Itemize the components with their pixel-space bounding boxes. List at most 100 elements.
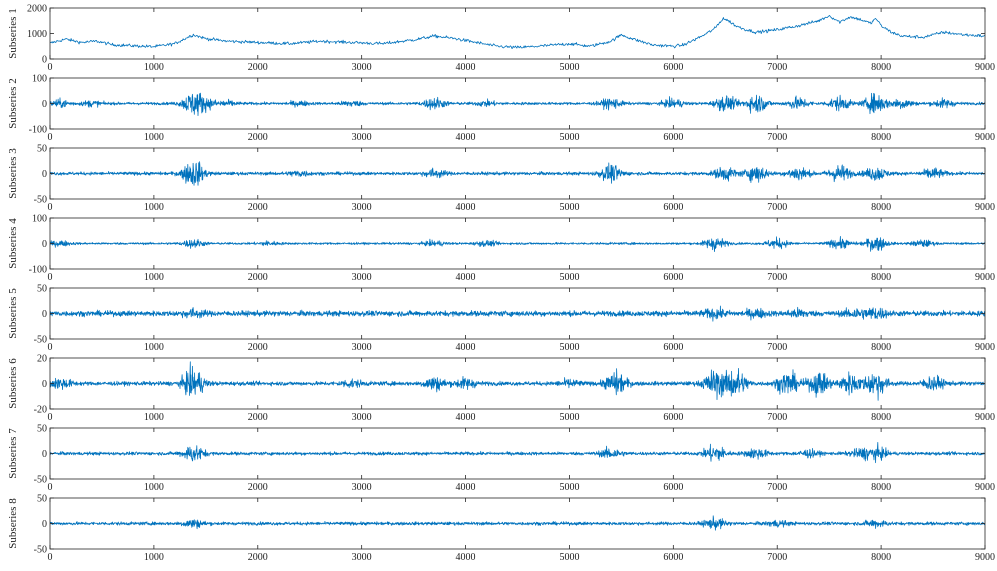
x-tick-label: 9000 xyxy=(975,552,995,563)
y-tick-label: 50 xyxy=(37,424,47,435)
x-tick-label: 0 xyxy=(48,62,53,73)
x-tick-label: 1000 xyxy=(144,342,164,353)
x-tick-label: 1000 xyxy=(144,482,164,493)
x-tick-label: 9000 xyxy=(975,412,995,423)
x-tick-label: 2000 xyxy=(248,132,268,143)
x-tick-label: 9000 xyxy=(975,132,995,143)
y-tick-label: -50 xyxy=(34,475,47,486)
x-tick-label: 0 xyxy=(48,412,53,423)
y-tick-label: -50 xyxy=(34,335,47,346)
y-tick-label: 0 xyxy=(42,519,47,530)
x-tick-label: 9000 xyxy=(975,272,995,283)
y-tick-label: 20 xyxy=(37,354,47,365)
x-tick-label: 2000 xyxy=(248,412,268,423)
subplot-5: 0 1000 2000 3000 4000 5000 6000 7000 8000 9000 -50… xyxy=(7,284,995,354)
y-tick-label: 1000 xyxy=(27,29,47,40)
x-tick-label: 7000 xyxy=(767,412,787,423)
y-tick-label: 2000 xyxy=(27,4,47,15)
x-tick-label: 3000 xyxy=(352,202,372,213)
series-line-8 xyxy=(50,515,985,531)
axes-box-1 xyxy=(49,7,986,60)
x-tick-label: 4000 xyxy=(456,202,476,213)
x-tick-label: 4000 xyxy=(456,132,476,143)
x-tick-label: 0 xyxy=(48,132,53,143)
x-tick-label: 7000 xyxy=(767,132,787,143)
x-tick-label: 5000 xyxy=(559,132,579,143)
y-tick-label: 0 xyxy=(42,99,47,110)
x-tick-label: 6000 xyxy=(663,202,683,213)
x-tick-label: 5000 xyxy=(559,412,579,423)
series-line-1 xyxy=(50,15,985,49)
y-tick-label: 100 xyxy=(32,74,47,85)
x-tick-label: 7000 xyxy=(767,62,787,73)
x-tick-label: 0 xyxy=(48,552,53,563)
x-tick-label: 5000 xyxy=(559,552,579,563)
y-tick-label: 0 xyxy=(42,55,47,66)
x-tick-label: 5000 xyxy=(559,482,579,493)
x-tick-label: 8000 xyxy=(871,552,891,563)
y-axis-title: Subseries 3 xyxy=(7,148,19,199)
series-line-7 xyxy=(50,442,985,464)
x-tick-label: 9000 xyxy=(975,482,995,493)
y-axis-title: Subseries 7 xyxy=(7,428,19,479)
x-tick-label: 3000 xyxy=(352,62,372,73)
x-tick-label: 9000 xyxy=(975,342,995,353)
x-tick-label: 1000 xyxy=(144,202,164,213)
x-tick-label: 3000 xyxy=(352,412,372,423)
x-tick-label: 5000 xyxy=(559,342,579,353)
x-tick-label: 5000 xyxy=(559,272,579,283)
x-tick-label: 5000 xyxy=(559,62,579,73)
y-axis-title: Subseries 6 xyxy=(7,358,19,409)
y-tick-label: -50 xyxy=(34,545,47,556)
x-tick-label: 8000 xyxy=(871,272,891,283)
x-tick-label: 7000 xyxy=(767,202,787,213)
x-tick-label: 5000 xyxy=(559,202,579,213)
y-axis-title: Subseries 5 xyxy=(7,288,19,339)
x-tick-label: 4000 xyxy=(456,482,476,493)
y-tick-label: -100 xyxy=(29,125,47,136)
y-axis-title: Subseries 1 xyxy=(7,8,19,58)
y-axis-title: Subseries 2 xyxy=(7,78,19,128)
x-tick-label: 7000 xyxy=(767,552,787,563)
x-tick-label: 9000 xyxy=(975,62,995,73)
x-tick-label: 6000 xyxy=(663,62,683,73)
y-tick-label: 50 xyxy=(37,144,47,155)
x-tick-label: 1000 xyxy=(144,132,164,143)
y-tick-label: 100 xyxy=(32,214,47,225)
y-tick-label: 50 xyxy=(37,494,47,505)
x-tick-label: 6000 xyxy=(663,132,683,143)
x-tick-label: 8000 xyxy=(871,62,891,73)
subplot-2: 0 1000 2000 3000 4000 5000 6000 7000 8000 9000-10… xyxy=(7,74,995,144)
x-tick-label: 3000 xyxy=(352,272,372,283)
x-tick-label: 1000 xyxy=(144,272,164,283)
y-tick-label: 50 xyxy=(37,284,47,295)
x-tick-label: 7000 xyxy=(767,482,787,493)
series-line-3 xyxy=(50,161,985,186)
y-tick-label: 0 xyxy=(42,239,47,250)
y-tick-label: -20 xyxy=(34,405,47,416)
subplot-8: 0 1000 2000 3000 4000 5000 6000 7000 8000 9000 -50… xyxy=(7,494,995,564)
x-tick-label: 8000 xyxy=(871,132,891,143)
y-tick-label: 0 xyxy=(42,309,47,320)
x-tick-label: 6000 xyxy=(663,342,683,353)
series-line-5 xyxy=(50,305,985,322)
x-tick-label: 4000 xyxy=(456,412,476,423)
x-tick-label: 1000 xyxy=(144,62,164,73)
x-tick-label: 7000 xyxy=(767,342,787,353)
y-axis-title: Subseries 4 xyxy=(7,218,19,269)
subplot-4: 0 1000 2000 3000 4000 5000 6000 7000 8000 9000-10… xyxy=(7,214,995,284)
subplot-6: 0 1000 2000 3000 4000 5000 6000 7000 8000 9000 -20… xyxy=(7,354,995,424)
y-tick-label: 0 xyxy=(42,169,47,180)
x-tick-label: 6000 xyxy=(663,272,683,283)
x-tick-label: 2000 xyxy=(248,62,268,73)
x-tick-label: 2000 xyxy=(248,272,268,283)
x-tick-label: 3000 xyxy=(352,132,372,143)
subplot-7: 0 1000 2000 3000 4000 5000 6000 7000 8000 9000 -50… xyxy=(7,424,995,494)
x-tick-label: 8000 xyxy=(871,482,891,493)
x-tick-label: 7000 xyxy=(767,272,787,283)
y-tick-label: 0 xyxy=(42,449,47,460)
x-tick-label: 0 xyxy=(48,272,53,283)
x-tick-label: 4000 xyxy=(456,62,476,73)
x-tick-label: 1000 xyxy=(144,412,164,423)
